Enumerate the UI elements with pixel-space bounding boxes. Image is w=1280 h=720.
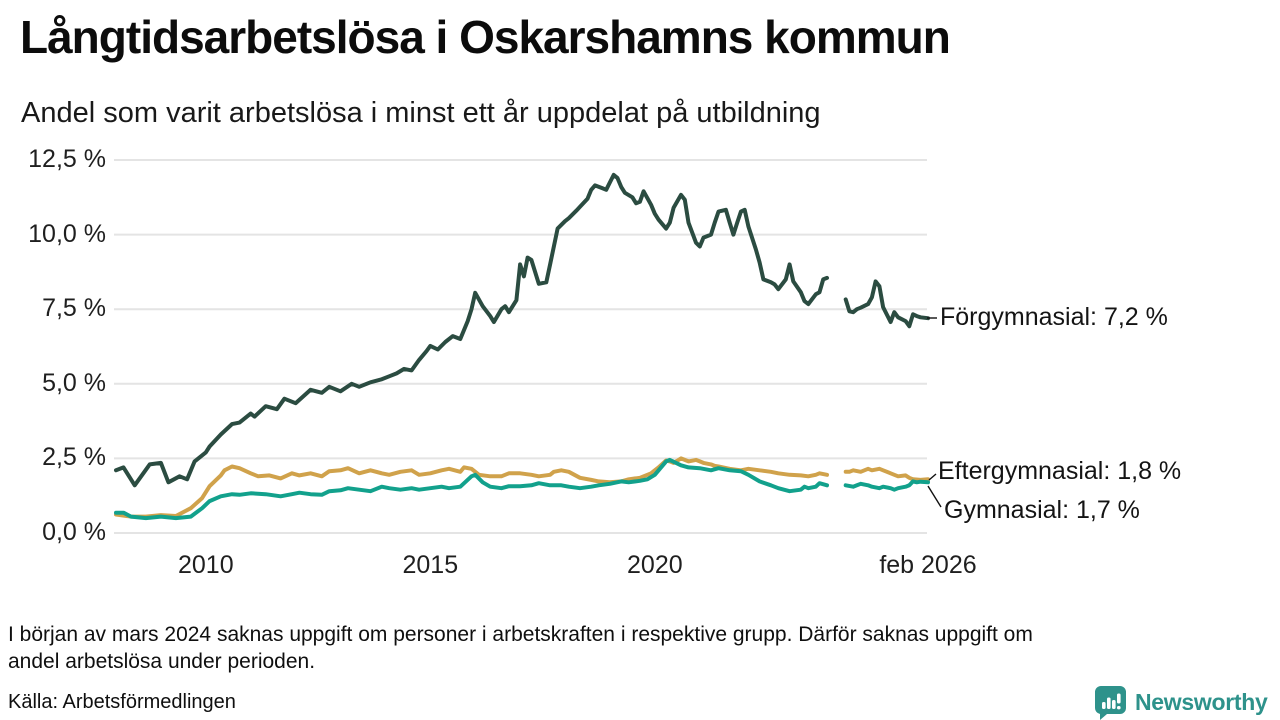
y-tick-label: 12,5 %: [28, 145, 106, 173]
y-tick-label: 10,0 %: [28, 219, 106, 248]
newsworthy-logo: Newsworthy: [1094, 685, 1268, 720]
y-tick-label: 7,5 %: [42, 294, 106, 323]
newsworthy-wordmark: Newsworthy: [1135, 689, 1268, 715]
series-line-gymnasial: [114, 457, 829, 521]
footnote: I början av mars 2024 saknas uppgift om …: [8, 621, 1033, 675]
footnote-line-1: I början av mars 2024 saknas uppgift om …: [8, 623, 1033, 646]
x-tick-label: feb 2026: [879, 551, 977, 579]
page-subtitle: Andel som varit arbetslösa i minst ett å…: [21, 97, 821, 129]
y-tick-label: 2,5 %: [42, 443, 106, 472]
series-end-label-gymnasial: Gymnasial: 1,7 %: [944, 496, 1140, 524]
series-line-eftergymnasial: [114, 456, 829, 519]
leader-line-eftergymnasial: [928, 473, 937, 481]
bar-chart-speech-bubble-icon: [1094, 686, 1126, 720]
x-tick-label: 2015: [402, 551, 459, 579]
series-line-förgymnasial: [843, 279, 930, 329]
y-tick-label: 0,0 %: [42, 518, 106, 546]
series-line-gymnasial: [843, 479, 930, 492]
leader-line-gymnasial: [927, 485, 942, 508]
series-line-förgymnasial: [114, 172, 829, 488]
x-tick-label: 2010: [177, 551, 234, 579]
x-tick-label: 2020: [627, 551, 683, 579]
series-line-eftergymnasial: [843, 466, 930, 482]
footnote-line-2: andel arbetslösa under perioden.: [8, 650, 316, 673]
page-title: Långtidsarbetslösa i Oskarshamns kommun: [20, 11, 951, 63]
y-tick-label: 5,0 %: [42, 368, 106, 397]
series-end-label-förgymnasial: Förgymnasial: 7,2 %: [940, 303, 1168, 331]
source-note: Källa: Arbetsförmedlingen: [8, 691, 236, 713]
series-end-label-eftergymnasial: Eftergymnasial: 1,8 %: [938, 457, 1182, 485]
